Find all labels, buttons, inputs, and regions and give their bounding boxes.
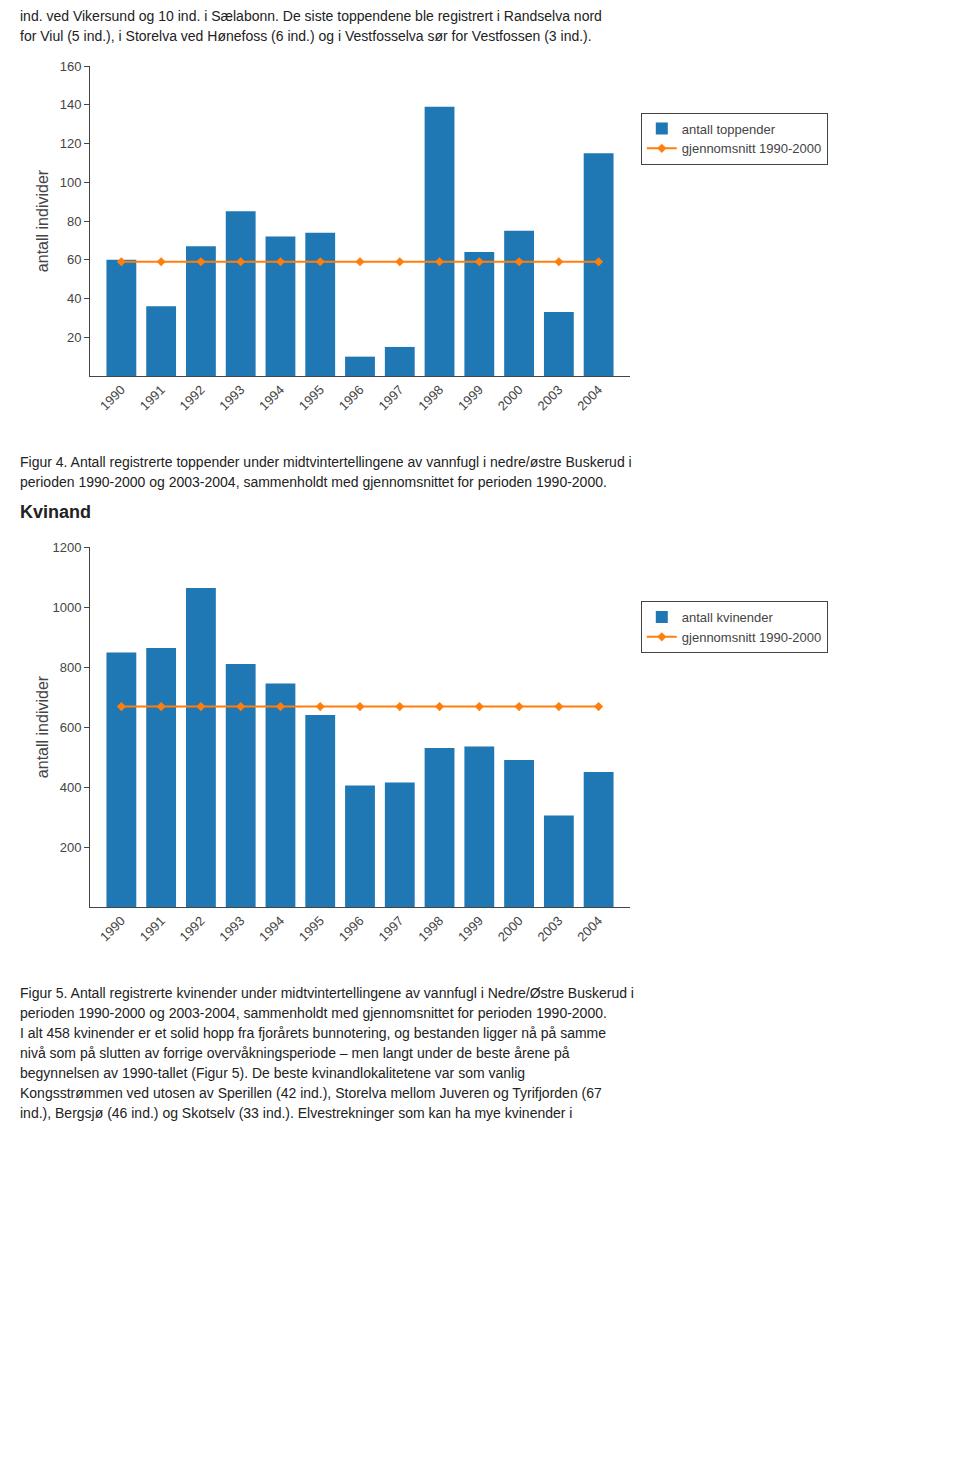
- svg-text:antall kvinender: antall kvinender: [682, 610, 774, 625]
- svg-text:60: 60: [67, 252, 81, 267]
- svg-text:140: 140: [60, 97, 82, 112]
- svg-text:600: 600: [60, 720, 82, 735]
- svg-text:400: 400: [60, 780, 82, 795]
- svg-text:2000: 2000: [495, 382, 526, 413]
- html-text:nivå som på slutten av forrige: nivå som på slutten av forrige overvåkni…: [20, 1045, 570, 1061]
- html-text:ind.), Bergsjø (46 ind.) og Sk: ind.), Bergsjø (46 ind.) og Skotselv (33…: [20, 1105, 573, 1121]
- svg-text:1999: 1999: [455, 913, 486, 944]
- html-text:perioden 1990-2000 og 2003-200: perioden 1990-2000 og 2003-2004, sammenh…: [20, 474, 607, 490]
- svg-text:1992: 1992: [177, 382, 208, 413]
- html-text:for Viul (5 ind.), i Storelva: for Viul (5 ind.), i Storelva ved Hønefo…: [20, 28, 592, 44]
- svg-text:2003: 2003: [535, 913, 566, 944]
- svg-text:1998: 1998: [415, 913, 446, 944]
- svg-text:1993: 1993: [216, 913, 247, 944]
- svg-text:gjennomsnitt 1990-2000: gjennomsnitt 1990-2000: [682, 141, 822, 156]
- svg-text:1996: 1996: [336, 913, 367, 944]
- svg-text:100: 100: [60, 175, 82, 190]
- svg-text:1990: 1990: [97, 382, 128, 413]
- svg-text:1994: 1994: [256, 382, 287, 413]
- html-text:begynnelsen av 1990-tallet (Fi: begynnelsen av 1990-tallet (Figur 5). De…: [20, 1065, 526, 1081]
- svg-text:2000: 2000: [495, 913, 526, 944]
- html-text:perioden 1990-2000 og 2003-200: perioden 1990-2000 og 2003-2004, sammenh…: [20, 1005, 607, 1021]
- svg-text:gjennomsnitt 1990-2000: gjennomsnitt 1990-2000: [682, 630, 822, 645]
- html-text:I alt 458 kvinender er et soli: I alt 458 kvinender er et solid hopp fra…: [20, 1025, 606, 1041]
- html-text:Kvinand: Kvinand: [20, 502, 91, 522]
- svg-text:40: 40: [67, 291, 81, 306]
- svg-text:1996: 1996: [336, 382, 367, 413]
- svg-text:1998: 1998: [415, 382, 446, 413]
- svg-text:800: 800: [60, 660, 82, 675]
- svg-text:200: 200: [60, 840, 82, 855]
- svg-text:1000: 1000: [52, 600, 81, 615]
- svg-text:1997: 1997: [375, 382, 406, 413]
- html-text:Figur 4. Antall registrerte to: Figur 4. Antall registrerte toppender un…: [20, 454, 632, 470]
- svg-text:1997: 1997: [375, 913, 406, 944]
- svg-text:2003: 2003: [535, 382, 566, 413]
- svg-text:1991: 1991: [137, 382, 168, 413]
- svg-text:1995: 1995: [296, 913, 327, 944]
- svg-text:1995: 1995: [296, 382, 327, 413]
- svg-text:antall toppender: antall toppender: [682, 122, 776, 137]
- svg-text:2004: 2004: [574, 913, 605, 944]
- svg-text:antall individer: antall individer: [34, 675, 51, 778]
- svg-text:antall individer: antall individer: [34, 169, 51, 272]
- svg-text:1200: 1200: [52, 540, 81, 555]
- svg-text:2004: 2004: [574, 382, 605, 413]
- svg-text:1990: 1990: [97, 913, 128, 944]
- html-text:Figur 5. Antall registrerte kv: Figur 5. Antall registrerte kvinender un…: [20, 985, 634, 1001]
- svg-text:1992: 1992: [177, 913, 208, 944]
- svg-text:160: 160: [60, 59, 82, 74]
- svg-text:1994: 1994: [256, 913, 287, 944]
- html-text:Kongsstrømmen ved utosen av Sp: Kongsstrømmen ved utosen av Sperillen (4…: [20, 1085, 602, 1101]
- html-text:ind. ved Vikersund og 10 ind.: ind. ved Vikersund og 10 ind. i Sælabonn…: [20, 8, 602, 24]
- svg-text:1993: 1993: [216, 382, 247, 413]
- svg-text:20: 20: [67, 330, 81, 345]
- svg-text:120: 120: [60, 136, 82, 151]
- svg-text:80: 80: [67, 214, 81, 229]
- svg-text:1991: 1991: [137, 913, 168, 944]
- svg-text:1999: 1999: [455, 382, 486, 413]
